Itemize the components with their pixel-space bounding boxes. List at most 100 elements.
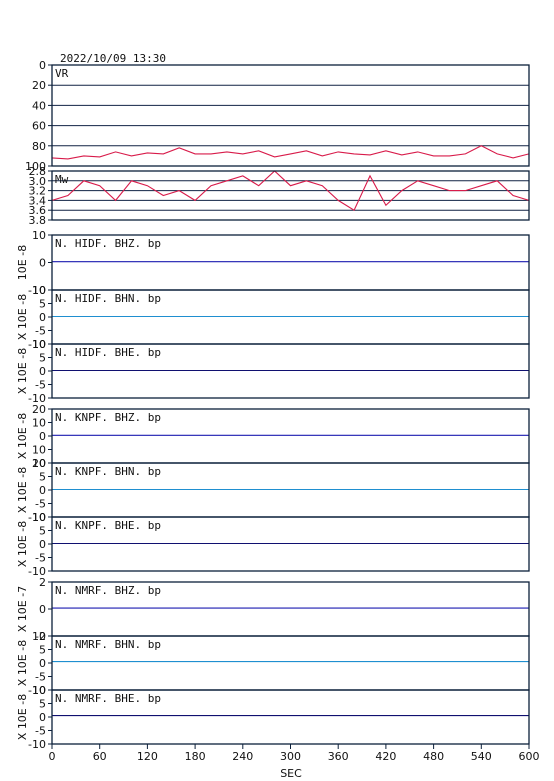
y-tick-label: 2 (39, 576, 46, 589)
x-tick-label: 0 (49, 750, 56, 763)
y-unit-label: 10E -8 (16, 245, 29, 280)
y-tick-label: -10 (28, 684, 46, 697)
y-tick-label: -10 (28, 392, 46, 405)
x-tick-label: 60 (93, 750, 107, 763)
y-tick-label: 0 (39, 711, 46, 724)
series-line-vr (51, 145, 530, 160)
x-tick-label: 600 (519, 750, 540, 763)
panel-mw: Mw 2.83.03.23.43.63.8 (29, 165, 530, 227)
y-tick-label: 60 (32, 120, 46, 133)
panel-label: VR (55, 67, 69, 80)
y-tick-label: 20 (32, 457, 46, 470)
y-unit-label: X 10E -8 (16, 294, 29, 340)
y-tick-label: -5 (35, 498, 46, 511)
y-tick-label: 3.0 (29, 175, 47, 188)
y-tick-label: -5 (35, 379, 46, 392)
y-tick-label: -10 (28, 338, 46, 351)
panel-label: N. HIDF. BHE. bp (55, 346, 161, 359)
y-unit-label: X 10E -8 (16, 348, 29, 394)
y-unit-label: X 10E -8 (16, 413, 29, 459)
panel-label: N. NMRF. BHZ. bp (55, 584, 161, 597)
y-tick-label: 3.6 (29, 204, 47, 217)
y-tick-label: 3.4 (29, 194, 47, 207)
panel-label: N. NMRF. BHE. bp (55, 692, 161, 705)
x-axis-label: SEC (280, 767, 302, 780)
y-tick-label: -5 (35, 552, 46, 565)
y-tick-label: 10 (32, 684, 46, 697)
y-tick-label: 3.2 (29, 185, 47, 198)
panel-label: Mw (55, 173, 69, 186)
y-tick-label: 5 (39, 698, 46, 711)
y-tick-label: 0 (39, 657, 46, 670)
y-tick-label: 0 (39, 484, 46, 497)
panel-hidf-bhz: N. HIDF. BHZ. bp 10 0 -10 10E -8 (16, 229, 530, 297)
x-tick-label: 540 (471, 750, 492, 763)
panel-label: N. KNPF. BHN. bp (55, 465, 161, 478)
y-tick-label: 10 (32, 511, 46, 524)
y-tick-label: 0 (39, 603, 46, 616)
y-tick-label: 5 (39, 644, 46, 657)
y-tick-label: 10 (32, 457, 46, 470)
y-tick-label: -10 (28, 511, 46, 524)
panel-frame (51, 64, 530, 167)
y-tick-label: 0 (39, 59, 46, 72)
y-tick-label: 5 (39, 471, 46, 484)
y-tick-label: 80 (32, 140, 46, 153)
x-axis: 0 60 120 180 240 300 360 420 480 540 600 (49, 744, 540, 763)
x-tick-label: 120 (137, 750, 158, 763)
y-tick-label: -2 (35, 630, 46, 643)
panel-label: N. KNPF. BHE. bp (55, 519, 161, 532)
y-tick-label: 3.8 (29, 214, 47, 227)
y-tick-label: 0 (39, 430, 46, 443)
figure-timestamp: 2022/10/09 13:30 (60, 52, 166, 65)
y-tick-label: 5 (39, 525, 46, 538)
y-tick-label: 0 (39, 257, 46, 270)
y-tick-label: 5 (39, 298, 46, 311)
y-tick-label: -5 (35, 325, 46, 338)
y-tick-label: -5 (35, 725, 46, 738)
y-tick-label: 0 (39, 365, 46, 378)
y-tick-label: 10 (32, 284, 46, 297)
x-tick-label: 180 (185, 750, 206, 763)
y-tick-label: 10 (32, 338, 46, 351)
series-line-mw (51, 170, 530, 211)
y-tick-label: 20 (32, 403, 46, 416)
y-tick-label: 100 (25, 160, 46, 173)
x-tick-label: 480 (423, 750, 444, 763)
x-tick-label: 240 (232, 750, 253, 763)
y-unit-label: X 10E -8 (16, 521, 29, 567)
y-tick-label: 0 (39, 311, 46, 324)
y-tick-label: 5 (39, 352, 46, 365)
panel-label: N. HIDF. BHN. bp (55, 292, 161, 305)
y-tick-label: 10 (32, 417, 46, 430)
x-tick-label: 360 (328, 750, 349, 763)
panel-label: N. NMRF. BHN. bp (55, 638, 161, 651)
y-tick-label: -10 (28, 738, 46, 751)
y-tick-label: -10 (28, 284, 46, 297)
panel-label: N. KNPF. BHZ. bp (55, 411, 161, 424)
y-tick-label: 0 (39, 538, 46, 551)
y-tick-label: 10 (32, 444, 46, 457)
y-tick-label: 10 (32, 630, 46, 643)
panel-label: N. HIDF. BHZ. bp (55, 237, 161, 250)
y-tick-label: 20 (32, 79, 46, 92)
y-tick-label: 10 (32, 229, 46, 242)
panel-nmrf-bhz: N. NMRF. BHZ. bp 2 0 -2 X 10E -7 (16, 576, 530, 643)
y-unit-label: X 10E -7 (16, 586, 29, 632)
panel-vr: VR 0 20 40 60 80 100 (25, 59, 530, 173)
y-unit-label: X 10E -8 (16, 694, 29, 740)
y-tick-label: -10 (28, 565, 46, 578)
x-tick-label: 420 (375, 750, 396, 763)
y-tick-label: 40 (32, 99, 46, 112)
panel-frame (51, 170, 530, 221)
x-tick-label: 300 (280, 750, 301, 763)
y-tick-label: -5 (35, 671, 46, 684)
